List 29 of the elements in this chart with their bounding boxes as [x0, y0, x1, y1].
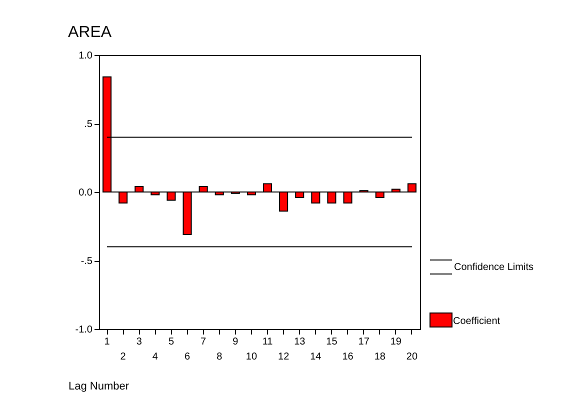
y-tick-label: 0.0 — [78, 188, 93, 198]
x-tick-label: 9 — [232, 336, 239, 348]
x-tick-label: 4 — [152, 352, 158, 362]
legend-label: Coefficient — [453, 316, 500, 327]
x-tick-label: 14 — [310, 352, 322, 362]
legend-label: Confidence Limits — [454, 262, 534, 273]
x-tick-label: 15 — [326, 336, 338, 348]
chart-title: AREA — [68, 24, 112, 41]
x-tick-label: 1 — [104, 336, 110, 348]
x-tick-label: 12 — [278, 352, 290, 362]
x-tick-label: 8 — [216, 352, 223, 362]
y-tick-label: 1.0 — [78, 50, 93, 62]
x-tick-label: 6 — [184, 352, 190, 362]
y-tick-label: -1.0 — [75, 324, 93, 336]
x-tick-label: 18 — [374, 352, 386, 362]
x-tick-label: 20 — [406, 352, 418, 362]
x-tick-label: 11 — [262, 336, 274, 348]
x-axis-title: Lag Number — [68, 380, 130, 392]
x-tick-label: 7 — [200, 336, 207, 348]
y-tick-label: -.5 — [80, 256, 93, 267]
x-tick-label: 3 — [136, 336, 142, 348]
x-tick-label: 2 — [120, 352, 126, 362]
x-tick-label: 16 — [342, 352, 354, 362]
x-tick-label: 10 — [246, 352, 258, 362]
x-tick-label: 17 — [358, 336, 370, 348]
y-tick-label: .5 — [84, 119, 93, 130]
x-tick-label: 5 — [168, 336, 174, 348]
x-tick-label: 19 — [390, 336, 402, 348]
x-tick-label: 13 — [294, 336, 306, 348]
